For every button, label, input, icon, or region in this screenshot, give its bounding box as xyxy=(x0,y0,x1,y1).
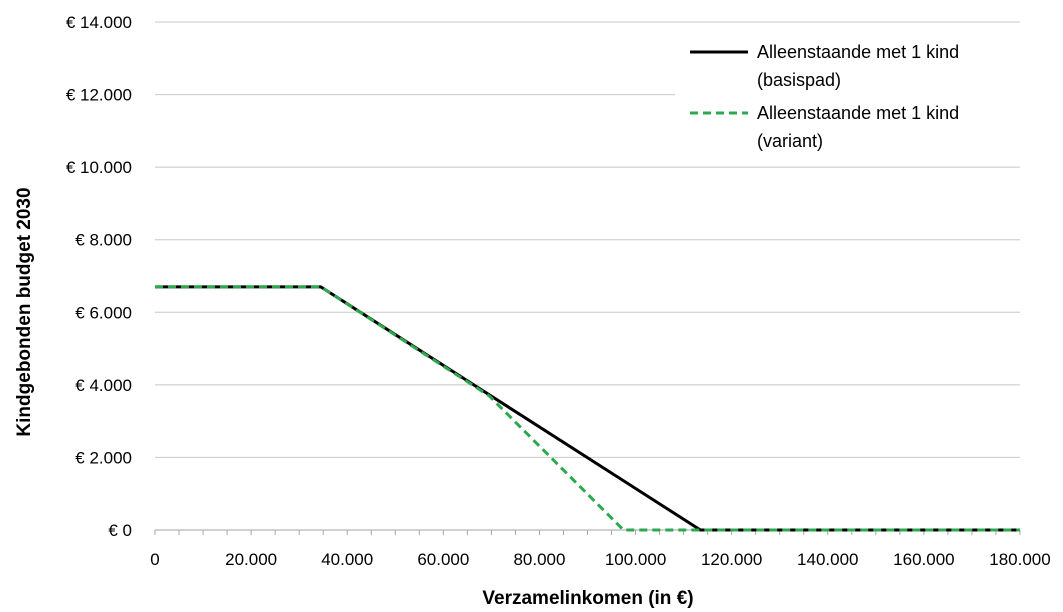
y-tick-label: € 6.000 xyxy=(75,303,132,322)
y-tick-label: € 12.000 xyxy=(66,86,132,105)
x-tick-label: 160.000 xyxy=(893,550,954,569)
y-tick-label: € 2.000 xyxy=(75,448,132,467)
x-axis-title: Verzamelinkomen (in €) xyxy=(482,588,693,609)
legend-label: (basispad) xyxy=(757,70,841,90)
legend-background xyxy=(675,32,1020,162)
x-tick-label: 180.000 xyxy=(989,550,1050,569)
x-tick-label: 0 xyxy=(150,550,159,569)
series-line-variant xyxy=(155,285,1020,532)
series-lines xyxy=(155,285,1020,532)
x-tick-label: 80.000 xyxy=(513,550,565,569)
x-tick-label: 20.000 xyxy=(225,550,277,569)
y-tick-label: € 10.000 xyxy=(66,158,132,177)
gridlines xyxy=(155,21,1020,458)
series-line-basispad xyxy=(155,285,1020,532)
x-tick-label: 60.000 xyxy=(417,550,469,569)
y-tick-label: € 8.000 xyxy=(75,231,132,250)
legend-label: Alleenstaande met 1 kind xyxy=(757,42,959,62)
y-tick-label: € 0 xyxy=(108,521,132,540)
y-tick-label: € 14.000 xyxy=(66,13,132,32)
x-tick-label: 120.000 xyxy=(701,550,762,569)
x-tick-label: 140.000 xyxy=(797,550,858,569)
y-tick-label: € 4.000 xyxy=(75,376,132,395)
x-tick-label: 100.000 xyxy=(605,550,666,569)
x-tick-label: 40.000 xyxy=(321,550,373,569)
y-axis-tick-labels: € 0 € 2.000 € 4.000 € 6.000 € 8.000 € 10.000 €… xyxy=(66,13,132,540)
legend-label: (variant) xyxy=(757,131,823,151)
x-axis: 0 20.000 40.000 60.000 80.000 100.000 120.000 1… xyxy=(150,529,1051,569)
legend: Alleenstaande met 1 kind (basispad) Alleen… xyxy=(675,32,1020,162)
legend-label: Alleenstaande met 1 kind xyxy=(757,103,959,123)
y-axis-title: Kindgebonden budget 2030 xyxy=(14,187,35,436)
